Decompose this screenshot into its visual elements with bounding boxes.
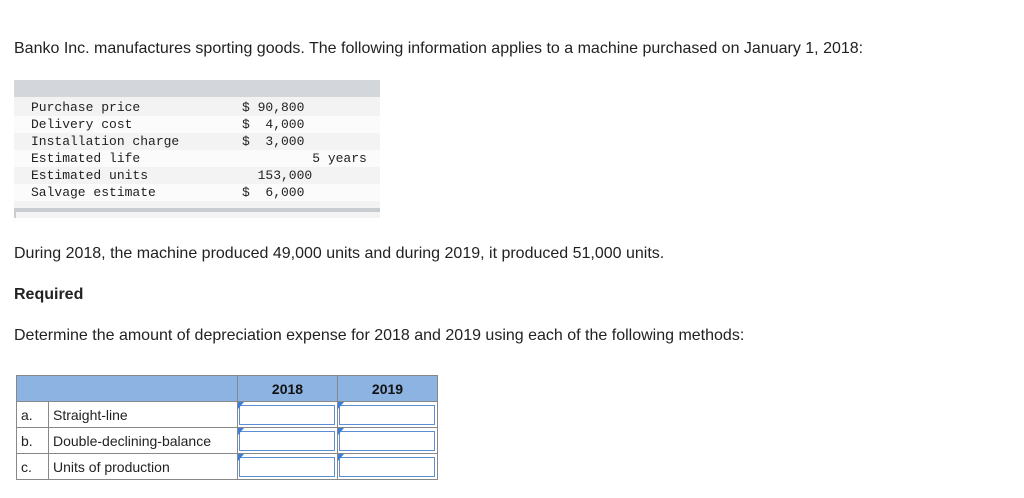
cell-double-declining-2019 — [337, 427, 438, 454]
info-value: $ 6,000 — [242, 185, 305, 200]
info-row-purchase-price: Purchase price $ 90,800 — [14, 99, 380, 116]
straight-line-2018-input[interactable] — [239, 404, 335, 425]
required-heading: Required — [14, 286, 84, 303]
info-label: Salvage estimate — [31, 185, 156, 200]
info-row-delivery-cost: Delivery cost $ 4,000 — [14, 116, 380, 133]
units-production-2019-input[interactable] — [339, 456, 435, 477]
cell-straight-line-2018 — [237, 401, 338, 428]
double-declining-2019-input[interactable] — [339, 430, 435, 451]
row-letter: b. — [16, 427, 49, 454]
info-value: $ 3,000 — [242, 134, 305, 149]
depreciation-answer-table: 2018 2019 a. Straight-line b. Double-dec… — [16, 375, 438, 480]
straight-line-2019-input[interactable] — [339, 404, 435, 425]
double-declining-2018-input[interactable] — [239, 430, 335, 451]
row-method-label: Double-declining-balance — [48, 427, 238, 454]
row-method-label: Units of production — [48, 453, 238, 480]
info-row-installation-charge: Installation charge $ 3,000 — [14, 133, 380, 150]
cell-marker-icon — [238, 454, 244, 461]
table-row-straight-line: a. Straight-line — [16, 401, 438, 428]
info-box-left-tick — [14, 208, 16, 218]
table-row-double-declining: b. Double-declining-balance — [16, 427, 438, 454]
table-row-units-of-production: c. Units of production — [16, 453, 438, 480]
header-2018: 2018 — [237, 375, 338, 402]
info-label: Delivery cost — [31, 117, 133, 132]
cell-units-production-2019 — [337, 453, 438, 480]
info-label: Estimated life — [31, 151, 141, 166]
info-value: $ 90,800 — [242, 100, 305, 115]
cell-marker-icon — [238, 402, 244, 409]
header-blank-cell — [16, 375, 238, 402]
cell-straight-line-2019 — [337, 401, 438, 428]
cell-marker-icon — [338, 454, 344, 461]
row-letter: c. — [16, 453, 49, 480]
cell-marker-icon — [338, 402, 344, 409]
info-value: $ 4,000 — [242, 117, 305, 132]
cell-double-declining-2018 — [237, 427, 338, 454]
info-row-estimated-life: Estimated life 5 years — [14, 150, 380, 167]
row-method-label: Straight-line — [48, 401, 238, 428]
info-box-top-bar — [14, 80, 380, 97]
cell-marker-icon — [338, 428, 344, 435]
info-box-bottom-bar — [14, 208, 380, 212]
instructions-text: Determine the amount of depreciation exp… — [14, 327, 745, 344]
header-2019: 2019 — [337, 375, 438, 402]
cell-marker-icon — [238, 428, 244, 435]
machine-info-box: Purchase price $ 90,800 Delivery cost $ … — [14, 80, 380, 218]
info-label: Installation charge — [31, 134, 180, 149]
intro-text: Banko Inc. manufactures sporting goods. … — [14, 40, 864, 57]
units-production-2018-input[interactable] — [239, 456, 335, 477]
info-value: 153,000 — [242, 168, 313, 183]
info-label: Purchase price — [31, 100, 141, 115]
info-row-salvage-estimate: Salvage estimate $ 6,000 — [14, 184, 380, 201]
row-letter: a. — [16, 401, 49, 428]
info-value: 5 years — [242, 151, 367, 166]
cell-units-production-2018 — [237, 453, 338, 480]
info-label: Estimated units — [31, 168, 149, 183]
info-row-estimated-units: Estimated units 153,000 — [14, 167, 380, 184]
table-header-row: 2018 2019 — [16, 375, 438, 402]
production-text: During 2018, the machine produced 49,000… — [14, 245, 665, 262]
